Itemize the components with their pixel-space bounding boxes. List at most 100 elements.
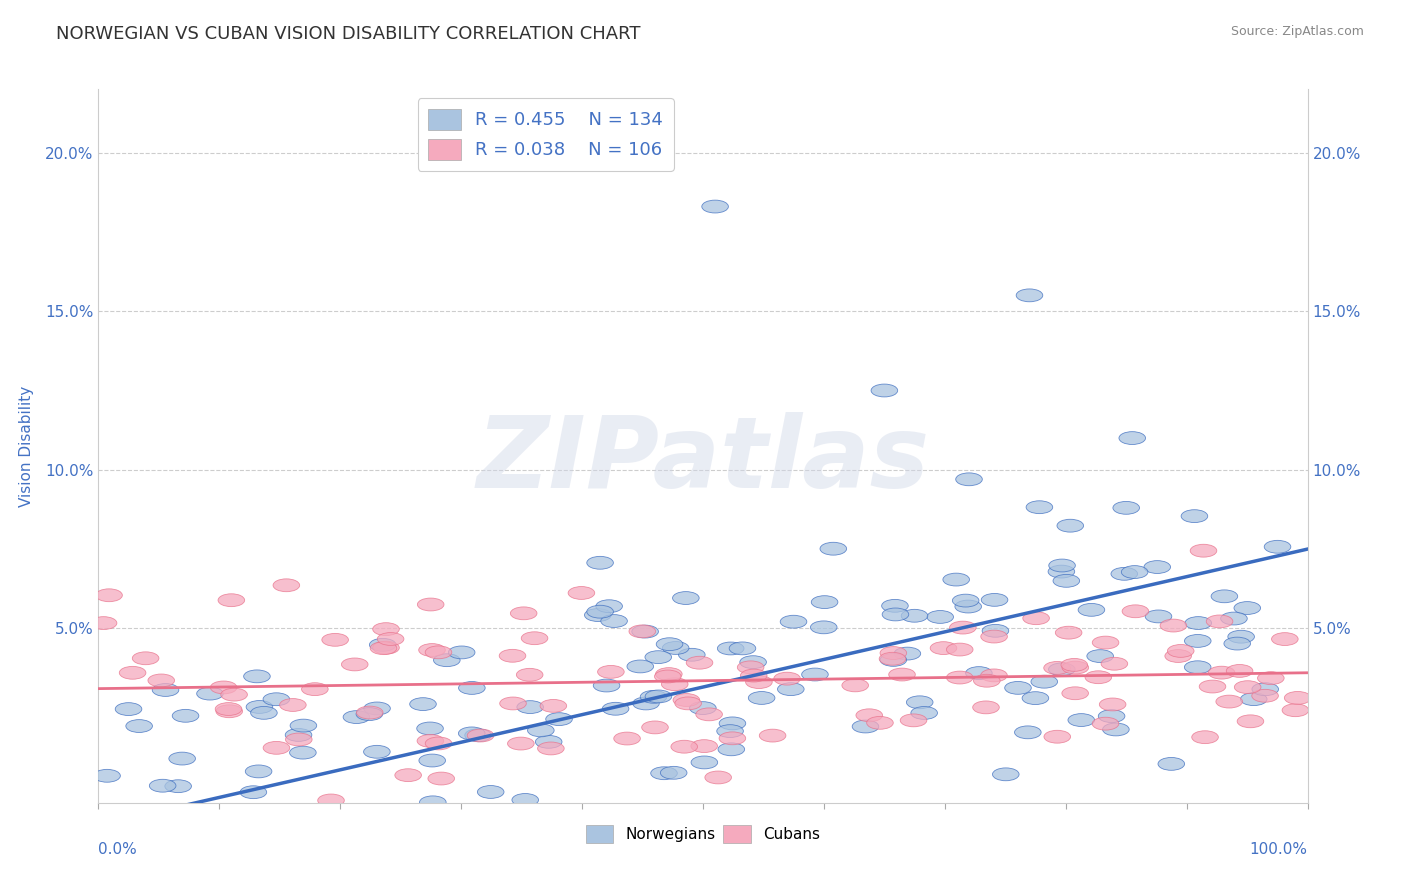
Ellipse shape (737, 661, 763, 673)
Ellipse shape (458, 681, 485, 694)
Ellipse shape (1053, 574, 1080, 587)
Ellipse shape (245, 765, 271, 778)
Ellipse shape (508, 737, 534, 750)
Ellipse shape (517, 700, 544, 714)
Ellipse shape (87, 831, 114, 844)
Ellipse shape (1184, 634, 1211, 648)
Ellipse shape (1031, 675, 1057, 688)
Ellipse shape (537, 742, 564, 755)
Ellipse shape (1234, 601, 1261, 615)
Ellipse shape (458, 727, 485, 739)
Ellipse shape (911, 706, 938, 719)
Ellipse shape (1005, 681, 1032, 694)
Ellipse shape (643, 816, 669, 829)
Ellipse shape (1181, 509, 1208, 523)
Ellipse shape (148, 674, 174, 687)
Ellipse shape (356, 707, 382, 721)
Ellipse shape (197, 687, 224, 700)
Ellipse shape (1087, 649, 1114, 663)
Ellipse shape (1144, 560, 1171, 574)
Ellipse shape (633, 697, 659, 710)
Ellipse shape (973, 701, 1000, 714)
Ellipse shape (882, 608, 908, 621)
Ellipse shape (1166, 649, 1191, 663)
Ellipse shape (323, 836, 350, 849)
Ellipse shape (90, 616, 117, 630)
Ellipse shape (546, 713, 572, 725)
Ellipse shape (395, 769, 422, 781)
Ellipse shape (527, 724, 554, 737)
Ellipse shape (322, 633, 349, 646)
Ellipse shape (596, 599, 623, 613)
Ellipse shape (1122, 605, 1149, 617)
Ellipse shape (1062, 658, 1088, 672)
Ellipse shape (718, 743, 745, 756)
Ellipse shape (842, 679, 869, 692)
Ellipse shape (173, 709, 198, 723)
Ellipse shape (149, 780, 176, 792)
Ellipse shape (1049, 663, 1076, 676)
Ellipse shape (641, 721, 668, 734)
Ellipse shape (946, 643, 973, 656)
Ellipse shape (973, 674, 1000, 687)
Ellipse shape (1101, 657, 1128, 670)
Ellipse shape (1160, 619, 1187, 632)
Ellipse shape (585, 608, 612, 622)
Ellipse shape (418, 598, 444, 611)
Ellipse shape (640, 690, 666, 703)
Ellipse shape (1234, 681, 1261, 694)
Ellipse shape (96, 589, 122, 602)
Ellipse shape (586, 557, 613, 569)
Ellipse shape (285, 729, 312, 741)
Ellipse shape (981, 593, 1008, 607)
Ellipse shape (662, 641, 689, 655)
Text: 0.0%: 0.0% (98, 842, 138, 857)
Ellipse shape (614, 732, 640, 745)
Ellipse shape (290, 747, 316, 759)
Ellipse shape (811, 596, 838, 608)
Ellipse shape (290, 719, 316, 732)
Ellipse shape (115, 703, 142, 715)
Ellipse shape (689, 702, 716, 714)
Ellipse shape (675, 697, 702, 710)
Ellipse shape (810, 621, 837, 633)
Ellipse shape (510, 607, 537, 620)
Ellipse shape (1216, 695, 1243, 708)
Ellipse shape (702, 200, 728, 213)
Ellipse shape (856, 709, 883, 722)
Ellipse shape (679, 648, 706, 661)
Ellipse shape (512, 794, 538, 806)
Ellipse shape (780, 615, 807, 628)
Ellipse shape (135, 839, 160, 852)
Ellipse shape (661, 766, 688, 780)
Ellipse shape (879, 652, 905, 665)
Ellipse shape (263, 693, 290, 706)
Ellipse shape (598, 665, 624, 678)
Ellipse shape (949, 621, 976, 634)
Ellipse shape (741, 669, 768, 682)
Ellipse shape (820, 542, 846, 555)
Ellipse shape (1271, 632, 1298, 646)
Ellipse shape (718, 732, 745, 745)
Ellipse shape (686, 657, 713, 669)
Ellipse shape (377, 632, 404, 646)
Ellipse shape (718, 717, 745, 730)
Text: 100.0%: 100.0% (1250, 842, 1308, 857)
Ellipse shape (1114, 501, 1139, 515)
Ellipse shape (243, 670, 270, 682)
Ellipse shape (132, 652, 159, 665)
Ellipse shape (1220, 612, 1247, 625)
Ellipse shape (343, 711, 370, 723)
Ellipse shape (478, 786, 503, 798)
Ellipse shape (1208, 666, 1234, 679)
Ellipse shape (1122, 566, 1147, 578)
Ellipse shape (221, 689, 247, 701)
Ellipse shape (1043, 662, 1070, 674)
Ellipse shape (1264, 541, 1291, 553)
Ellipse shape (273, 579, 299, 591)
Ellipse shape (600, 615, 627, 627)
Ellipse shape (499, 649, 526, 662)
Ellipse shape (1282, 704, 1309, 716)
Ellipse shape (427, 772, 454, 785)
Ellipse shape (880, 654, 907, 666)
